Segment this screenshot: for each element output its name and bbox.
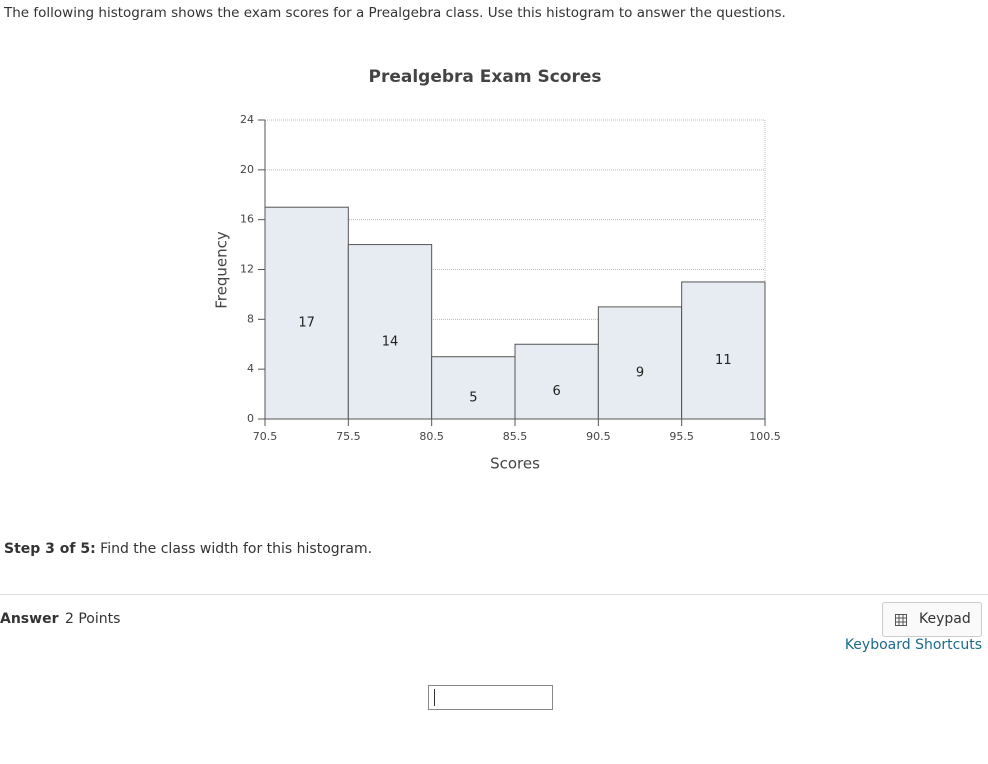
- answer-input[interactable]: [428, 685, 553, 710]
- step-label: Step 3 of 5:: [4, 541, 96, 557]
- x-axis-label: Scores: [490, 455, 540, 473]
- y-tick-label: 4: [247, 362, 254, 375]
- x-tick-label: 80.5: [419, 430, 444, 443]
- cursor: [434, 689, 435, 706]
- y-axis-label: Frequency: [213, 231, 231, 309]
- keypad-button[interactable]: Keypad: [882, 602, 982, 637]
- bar: [597, 306, 683, 420]
- x-tick-label: 85.5: [503, 430, 528, 443]
- y-tick-label: 12: [240, 263, 254, 276]
- x-tick-label: 100.5: [749, 430, 781, 443]
- bar: [681, 281, 766, 420]
- x-tick-label: 95.5: [669, 430, 694, 443]
- keypad-label: Keypad: [919, 611, 971, 627]
- y-tick-label: 0: [247, 412, 254, 425]
- points: 2 Points: [65, 611, 121, 627]
- y-tick-label: 20: [240, 163, 254, 176]
- keyboard-shortcuts-link[interactable]: Keyboard Shortcuts: [844, 637, 982, 653]
- keypad-icon: [895, 614, 907, 626]
- step-text: Step 3 of 5: Find the class width for th…: [4, 541, 372, 557]
- bar-label: 17: [298, 316, 315, 331]
- intro-text: The following histogram shows the exam s…: [4, 5, 786, 21]
- bar-label: 14: [382, 334, 399, 349]
- bar: [514, 343, 599, 420]
- bar: [431, 356, 516, 420]
- histogram: Prealgebra Exam Scores Scores Frequency …: [213, 67, 781, 473]
- chart-title: Prealgebra Exam Scores: [368, 67, 601, 87]
- bar: [264, 206, 349, 420]
- y-tick-label: 16: [240, 213, 254, 226]
- x-tick-label: 70.5: [253, 430, 278, 443]
- answer-label: Answer: [0, 611, 59, 627]
- step-instruction: Find the class width for this histogram.: [100, 541, 373, 557]
- divider: [0, 594, 988, 595]
- bar-label: 11: [715, 353, 732, 368]
- x-tick-label: 75.5: [336, 430, 361, 443]
- bar: [347, 244, 433, 420]
- y-tick-label: 8: [247, 312, 254, 325]
- bar-label: 5: [469, 390, 477, 405]
- x-tick-label: 90.5: [586, 430, 611, 443]
- bar-label: 9: [636, 365, 644, 380]
- y-tick-label: 24: [240, 113, 254, 126]
- bar-label: 6: [553, 384, 561, 399]
